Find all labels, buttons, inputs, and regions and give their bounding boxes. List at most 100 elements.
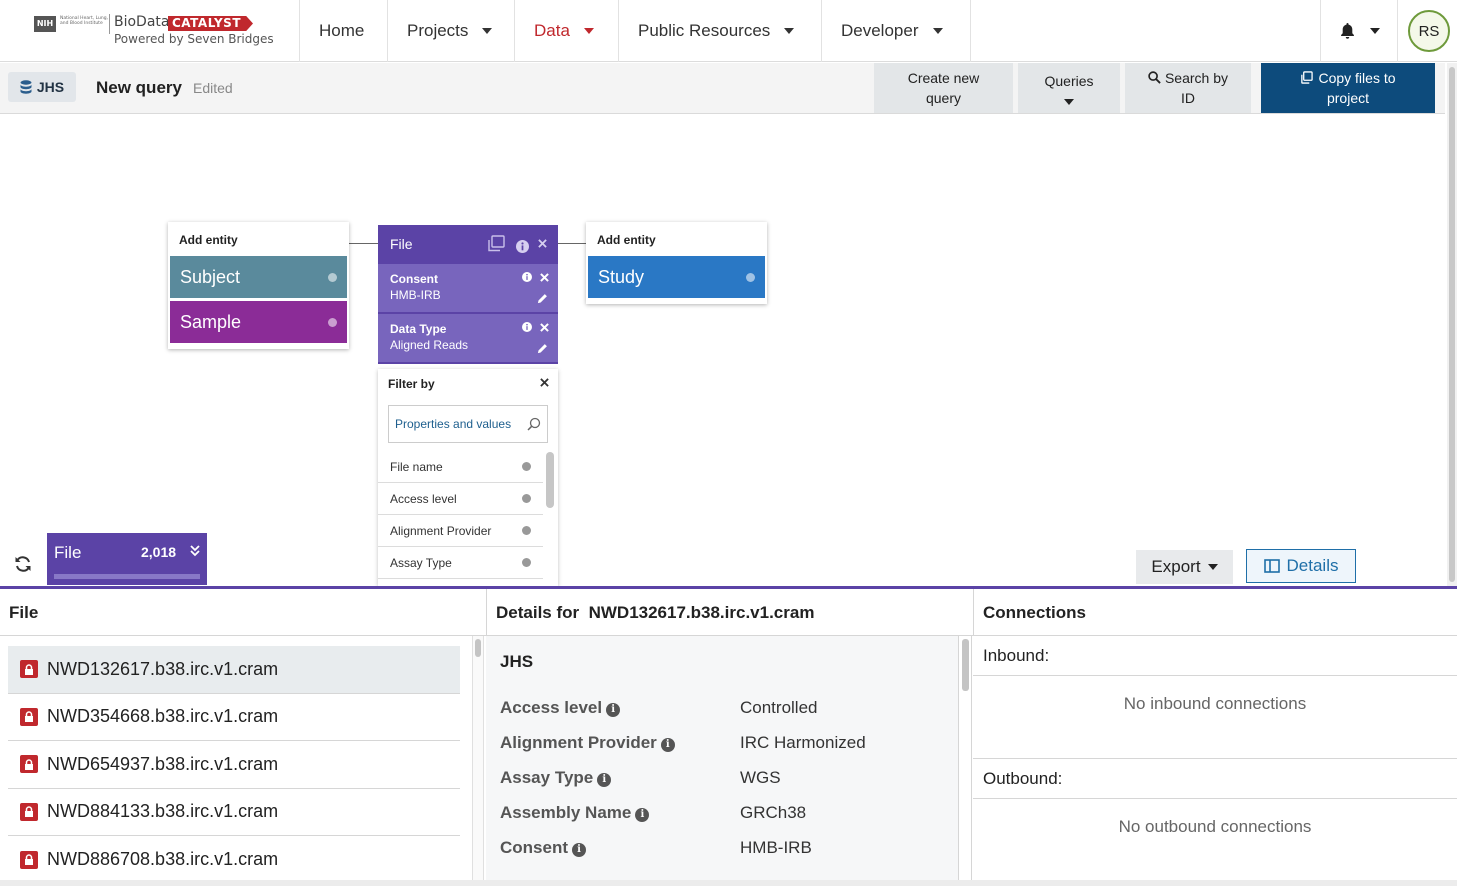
result-entity-chip[interactable]: File 2,018	[47, 533, 207, 585]
copy-files-to-project-button[interactable]: Copy files to project	[1261, 63, 1435, 113]
refresh-icon[interactable]	[14, 555, 32, 573]
info-icon[interactable]	[522, 526, 531, 535]
details-header: Details for NWD132617.b38.irc.v1.cram	[486, 589, 973, 636]
details-toggle-button[interactable]: Details	[1246, 549, 1356, 583]
filter-data-type-title: Data Type	[390, 322, 447, 336]
filter-data-type[interactable]: Data Type Aligned Reads	[378, 312, 558, 362]
info-icon[interactable]: i	[572, 843, 586, 857]
details-key: Assay Type i	[500, 768, 612, 788]
nav-projects[interactable]: Projects	[387, 0, 514, 62]
filter-property-item[interactable]: Assay Type	[378, 547, 543, 579]
filter-search-input[interactable]: Properties and values	[388, 405, 548, 443]
details-scrollbar[interactable]	[958, 636, 972, 880]
chevron-down-icon	[482, 28, 493, 34]
create-new-query-button[interactable]: Create new query	[874, 63, 1013, 113]
file-list-item[interactable]: NWD654937.b38.irc.v1.cram	[8, 741, 460, 789]
user-avatar[interactable]: RS	[1408, 10, 1450, 52]
info-icon[interactable]	[522, 322, 532, 332]
details-scrollbar-thumb[interactable]	[962, 639, 969, 691]
filter-property-item[interactable]: Access level	[378, 483, 543, 515]
nav-data[interactable]: Data	[514, 0, 618, 62]
queries-dropdown-button[interactable]: Queries	[1018, 63, 1120, 113]
details-row: Access level i Controlled	[500, 698, 940, 722]
details-key: Access level i	[500, 698, 621, 718]
details-key-text: Assay Type	[500, 768, 594, 787]
close-icon[interactable]	[540, 272, 549, 282]
info-icon[interactable]	[516, 240, 529, 253]
file-list-item[interactable]: NWD354668.b38.irc.v1.cram	[8, 694, 460, 741]
search-by-id-button[interactable]: Search by ID	[1125, 63, 1251, 113]
entity-connector	[349, 243, 378, 244]
close-icon[interactable]	[540, 378, 549, 387]
entity-subject[interactable]: Subject	[170, 256, 347, 298]
filter-property-item[interactable]: File name	[378, 451, 543, 483]
info-icon[interactable]: i	[606, 703, 621, 717]
page-scrollbar-thumb[interactable]	[1449, 67, 1455, 582]
filter-consent-value: HMB-IRB	[390, 288, 441, 302]
filter-search-placeholder: Properties and values	[395, 417, 512, 431]
info-icon[interactable]: i	[635, 808, 650, 822]
file-list-item[interactable]: NWD132617.b38.irc.v1.cram	[8, 646, 460, 694]
query-canvas	[0, 115, 1445, 587]
biodata-catalyst-logo[interactable]: NIH National Heart, Lung, and Blood Inst…	[34, 14, 284, 50]
horizontal-scrollbar-track[interactable]	[0, 880, 1457, 886]
dataset-chip[interactable]: JHS	[8, 72, 76, 102]
filter-property-label: Alignment Provider	[390, 523, 492, 538]
entity-sample[interactable]: Sample	[170, 301, 347, 343]
pencil-icon[interactable]	[537, 343, 548, 354]
create-new-query-label-line1: Create new	[907, 70, 980, 86]
file-entity-header[interactable]: File	[378, 225, 558, 262]
entity-study[interactable]: Study	[588, 256, 765, 298]
nav-developer-label: Developer	[841, 21, 919, 40]
entity-study-label: Study	[598, 266, 645, 287]
details-value: GRCh38	[740, 803, 807, 822]
details-row: Consent i HMB-IRB	[500, 838, 940, 862]
filter-consent[interactable]: Consent HMB-IRB	[378, 262, 558, 312]
info-icon[interactable]	[522, 272, 532, 282]
info-icon[interactable]: i	[597, 773, 612, 787]
nih-logo-mark: NIH	[34, 16, 56, 32]
nav-developer[interactable]: Developer	[821, 0, 971, 62]
duplicate-icon[interactable]	[486, 235, 505, 252]
file-list-item[interactable]: NWD886708.b38.irc.v1.cram	[8, 836, 460, 884]
details-value: WGS	[740, 768, 781, 787]
info-icon[interactable]	[522, 494, 531, 503]
file-list-item[interactable]: NWD884133.b38.irc.v1.cram	[8, 789, 460, 836]
details-row: Alignment Provider i IRC Harmonized	[500, 733, 940, 757]
filter-property-label: Access level	[390, 491, 457, 506]
filter-list-scrollbar[interactable]	[546, 452, 554, 508]
notifications-menu[interactable]	[1320, 0, 1398, 62]
nav-projects-label: Projects	[407, 21, 469, 40]
info-icon[interactable]	[522, 558, 531, 567]
close-icon[interactable]	[538, 239, 547, 248]
entity-connector	[558, 243, 587, 244]
info-icon[interactable]: i	[660, 738, 675, 752]
details-group-title: JHS	[500, 652, 534, 671]
lock-icon	[20, 707, 38, 726]
details-key-text: Assembly Name	[500, 803, 632, 822]
page-scrollbar[interactable]	[1447, 63, 1457, 586]
database-icon	[20, 80, 32, 94]
filter-property-item[interactable]: Alignment Provider	[378, 515, 543, 547]
details-value: IRC Harmonized	[740, 733, 866, 752]
export-button[interactable]: Export	[1136, 550, 1233, 584]
file-list-scrollbar-thumb[interactable]	[475, 639, 481, 657]
close-icon[interactable]	[540, 322, 549, 332]
file-list-scrollbar[interactable]	[472, 636, 484, 880]
nav-home[interactable]: Home	[299, 0, 387, 62]
nav-public-resources[interactable]: Public Resources	[618, 0, 821, 62]
info-icon[interactable]	[522, 462, 531, 471]
create-new-query-label-line2: query	[925, 90, 962, 106]
details-prefix: Details for	[496, 603, 580, 622]
double-chevron-down-icon[interactable]	[190, 545, 200, 557]
pencil-icon[interactable]	[537, 293, 548, 304]
info-icon[interactable]	[328, 272, 337, 282]
entity-sample-label: Sample	[180, 311, 242, 332]
info-icon[interactable]	[328, 317, 337, 327]
logo-biodata-text: BioData	[114, 14, 170, 30]
panel-divider[interactable]	[0, 586, 1457, 589]
query-status: Edited	[193, 80, 233, 96]
query-title[interactable]: New query	[96, 78, 182, 97]
info-icon[interactable]	[746, 272, 755, 282]
chevron-down-icon	[1369, 28, 1380, 34]
